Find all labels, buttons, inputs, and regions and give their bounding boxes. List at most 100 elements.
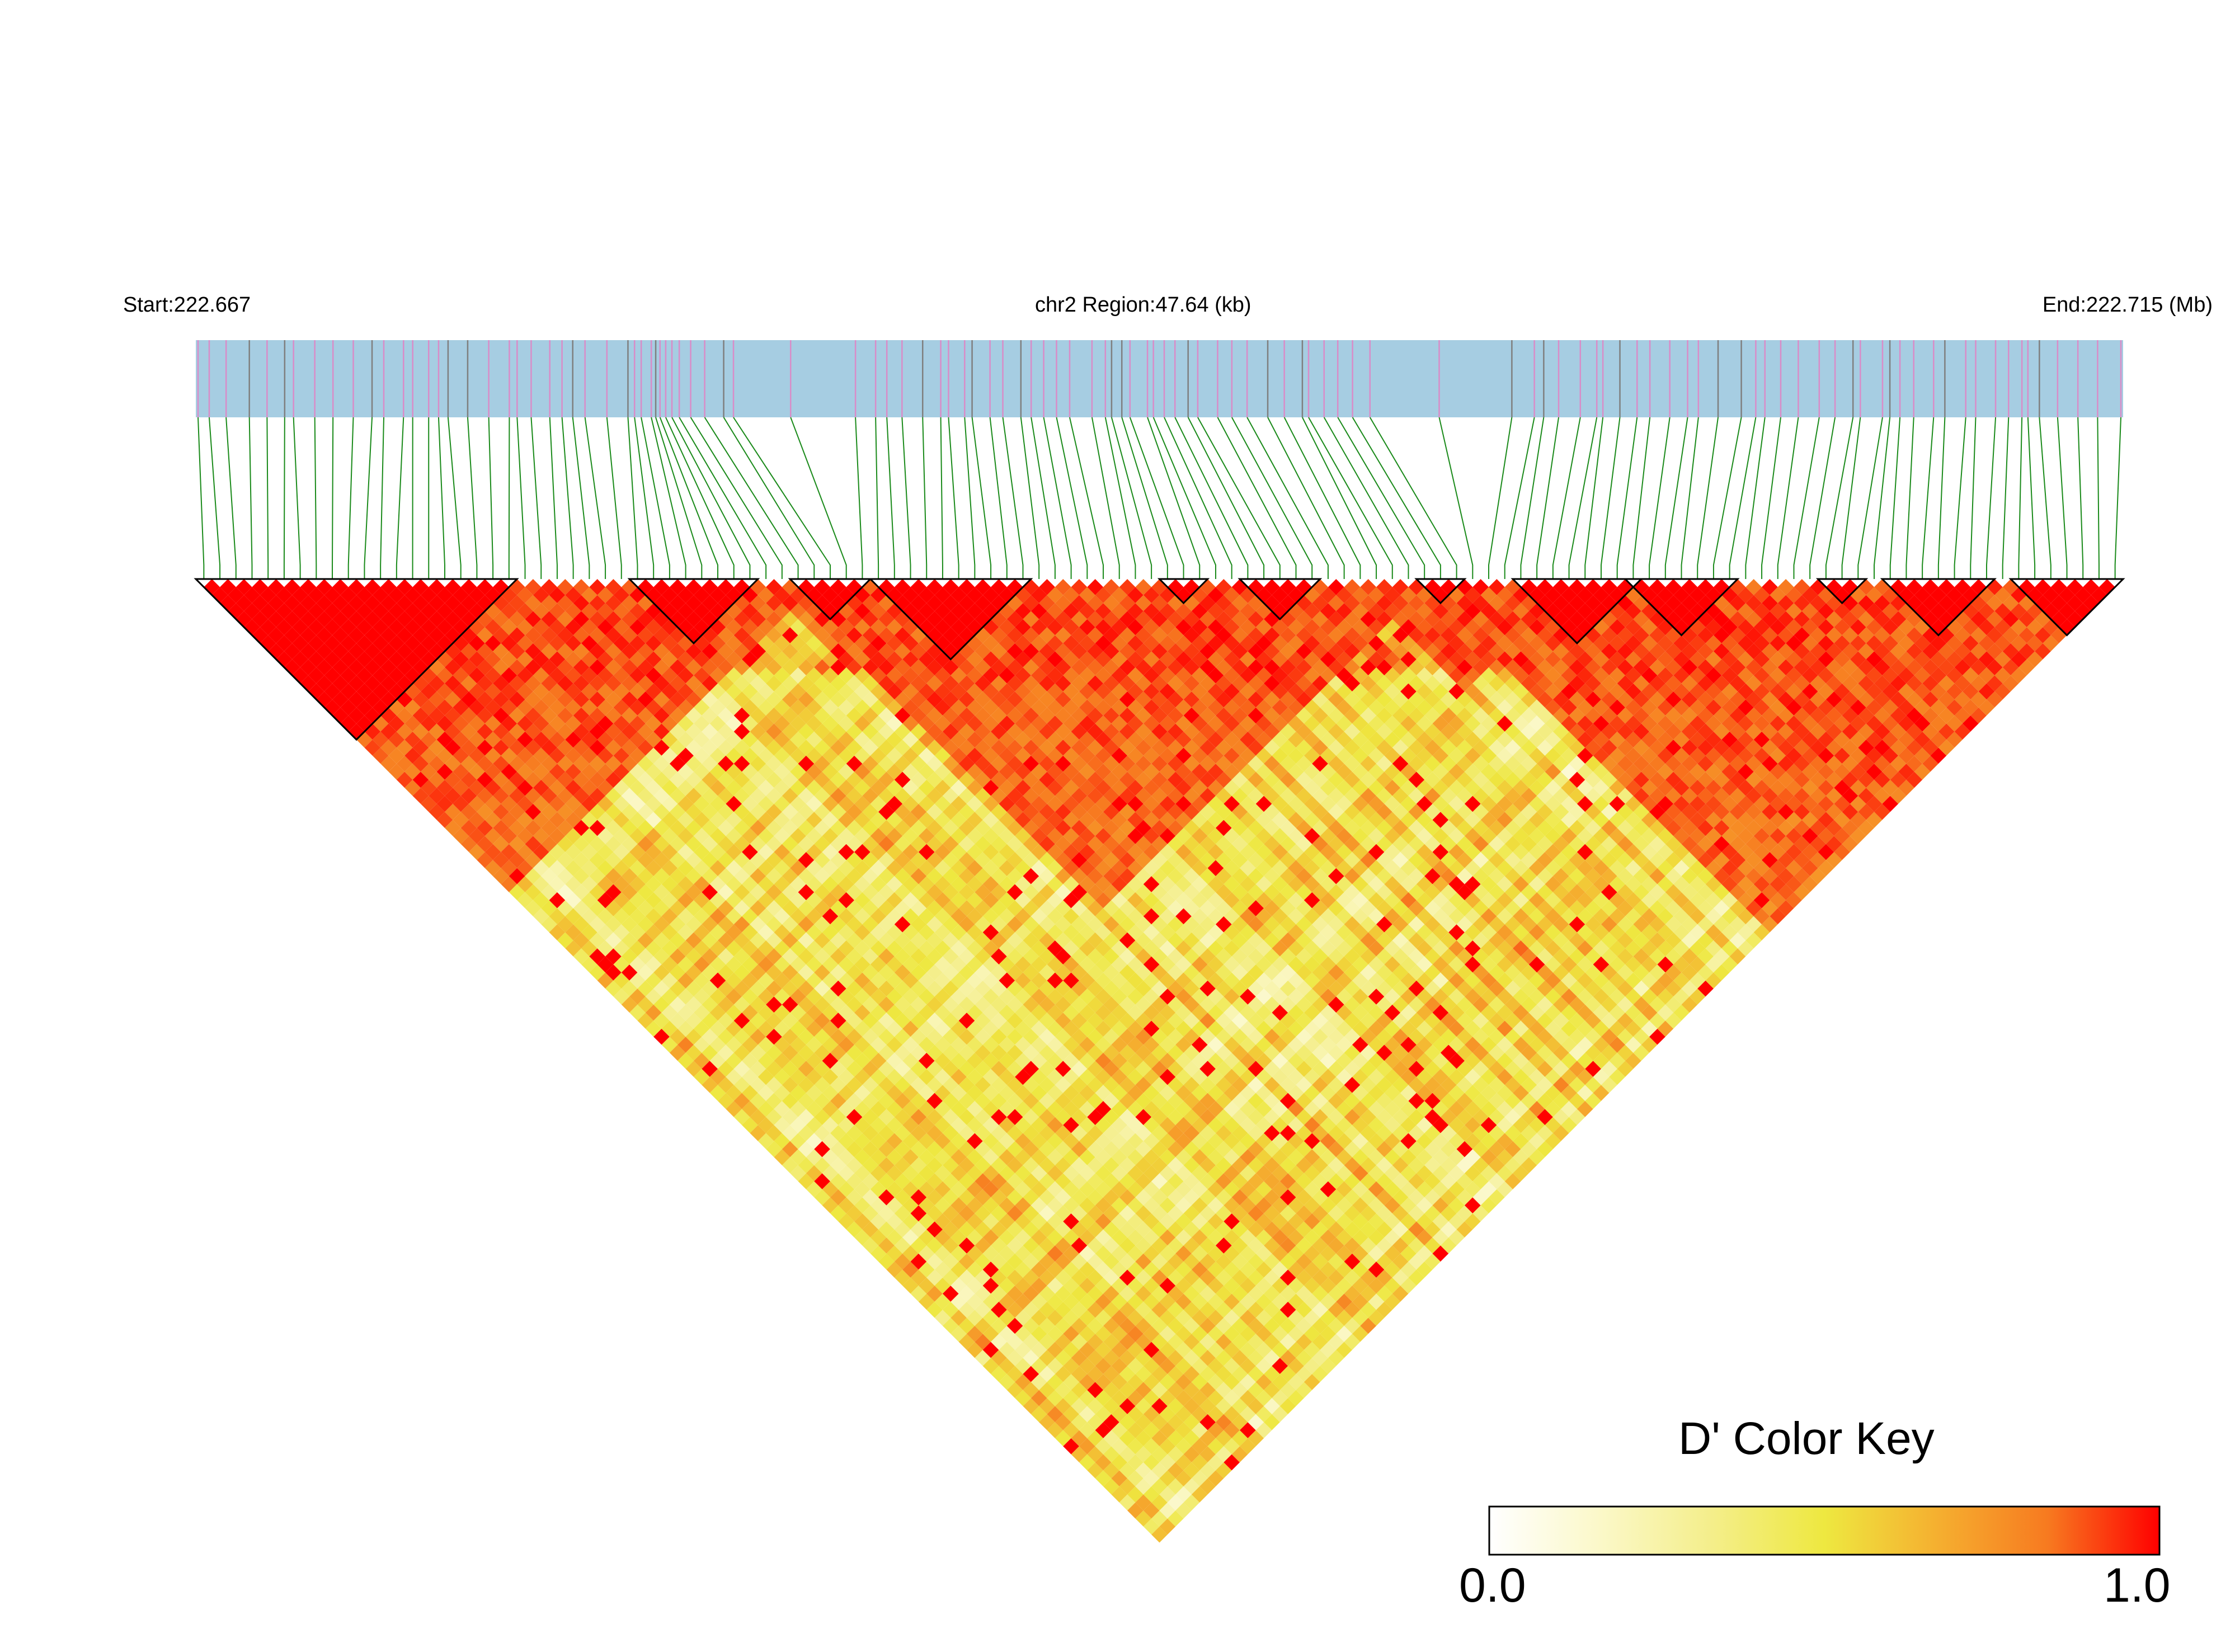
ld-cell xyxy=(726,908,742,925)
ld-cell xyxy=(1344,1028,1361,1045)
ld-cell xyxy=(1191,1229,1208,1246)
snp-connector xyxy=(634,417,655,579)
ld-cell xyxy=(1304,1342,1320,1358)
ld-cell xyxy=(429,803,445,820)
ld-cell xyxy=(742,779,758,796)
ld-cell xyxy=(862,964,879,981)
ld-cell xyxy=(1191,876,1208,892)
ld-cell xyxy=(517,683,533,700)
ld-cell xyxy=(1272,940,1288,957)
ld-cell xyxy=(1175,1181,1192,1198)
ld-cell xyxy=(581,812,597,828)
ld-cell xyxy=(902,1069,919,1085)
ld-cell xyxy=(1248,1414,1264,1430)
snp-connector xyxy=(2114,417,2121,579)
ld-cell xyxy=(934,1213,951,1230)
ld-cell xyxy=(1055,1173,1071,1189)
ld-cell xyxy=(621,996,638,1013)
ld-cell xyxy=(999,892,1015,909)
ld-cell xyxy=(1103,884,1119,901)
ld-cell xyxy=(1336,1293,1352,1310)
ld-cell xyxy=(1368,1181,1385,1198)
ld-cell xyxy=(1159,860,1176,877)
ld-cell xyxy=(1055,707,1071,724)
ld-cell xyxy=(549,812,566,828)
ld-cell xyxy=(838,716,855,732)
ld-cell xyxy=(645,940,662,957)
ld-cell xyxy=(661,924,678,940)
ld-cell xyxy=(1031,667,1047,684)
ld-cell xyxy=(637,691,654,708)
ld-cell xyxy=(782,740,798,756)
ld-cell xyxy=(1199,1398,1216,1414)
ld-cell xyxy=(300,643,317,660)
snp-connector xyxy=(1002,417,1024,579)
ld-cell xyxy=(886,972,903,989)
ld-cell xyxy=(951,1197,967,1213)
ld-cell xyxy=(886,1213,903,1230)
ld-cell xyxy=(348,611,365,628)
ld-cell xyxy=(1215,1382,1232,1399)
ld-cell xyxy=(926,579,943,595)
ld-cell xyxy=(757,844,774,860)
ld-cell xyxy=(814,900,830,916)
ld-cell xyxy=(1224,908,1240,925)
ld-cell xyxy=(645,892,662,909)
ld-cell xyxy=(1103,1044,1119,1061)
ld-cell xyxy=(1047,1277,1064,1294)
ld-cell xyxy=(1296,1173,1312,1189)
ld-cell xyxy=(1031,876,1047,892)
ld-cell xyxy=(573,755,590,772)
ld-cell xyxy=(1119,1061,1136,1077)
ld-cell xyxy=(975,675,991,691)
ld-cell xyxy=(709,1037,726,1053)
ld-cell xyxy=(766,659,782,676)
ld-cell xyxy=(790,651,806,667)
ld-cell xyxy=(1127,1245,1144,1262)
ld-cell xyxy=(1360,1301,1377,1318)
snp-connector xyxy=(447,417,462,579)
ld-cell xyxy=(597,972,614,989)
ld-cell xyxy=(677,908,694,925)
ld-cell xyxy=(453,764,469,780)
ld-cell xyxy=(597,812,614,828)
ld-cell xyxy=(742,908,758,925)
ld-cell xyxy=(862,916,879,933)
ld-cell xyxy=(597,860,614,877)
ld-cell xyxy=(982,1277,999,1294)
ld-cell xyxy=(685,803,702,820)
ld-cell xyxy=(958,820,975,836)
ld-cell xyxy=(1304,1133,1320,1150)
ld-cell xyxy=(1320,1293,1337,1310)
snp-connector xyxy=(1283,417,1361,579)
ld-cell xyxy=(621,836,638,853)
ld-cell xyxy=(1408,1076,1425,1093)
ld-cell xyxy=(1408,1253,1425,1270)
ld-cell xyxy=(902,699,919,716)
ld-cell xyxy=(1023,1044,1039,1061)
ld-cell xyxy=(356,683,373,700)
ld-cell xyxy=(372,699,389,716)
ld-cell xyxy=(1015,1149,1031,1165)
ld-cell xyxy=(774,908,791,925)
ld-cell xyxy=(613,667,630,684)
ld-cell xyxy=(1392,1141,1409,1157)
ld-cell xyxy=(982,1181,999,1198)
ld-cell xyxy=(838,892,855,909)
ld-cell xyxy=(918,1004,935,1021)
ld-cell xyxy=(1006,1286,1023,1302)
ld-cell xyxy=(1039,1173,1055,1189)
ld-cell xyxy=(1207,1342,1224,1358)
ld-cell xyxy=(629,1004,646,1021)
ld-cell xyxy=(910,1076,927,1093)
ld-cell xyxy=(822,908,839,925)
ld-cell xyxy=(541,836,557,853)
ld-cell xyxy=(1408,1237,1425,1254)
ld-cell xyxy=(1489,1173,1505,1189)
ld-cell xyxy=(621,675,638,691)
ld-cell xyxy=(854,924,871,940)
ld-cell xyxy=(1416,1133,1433,1150)
ld-cell xyxy=(999,1342,1015,1358)
ld-cell xyxy=(1127,1117,1144,1133)
ld-cell xyxy=(902,747,919,764)
